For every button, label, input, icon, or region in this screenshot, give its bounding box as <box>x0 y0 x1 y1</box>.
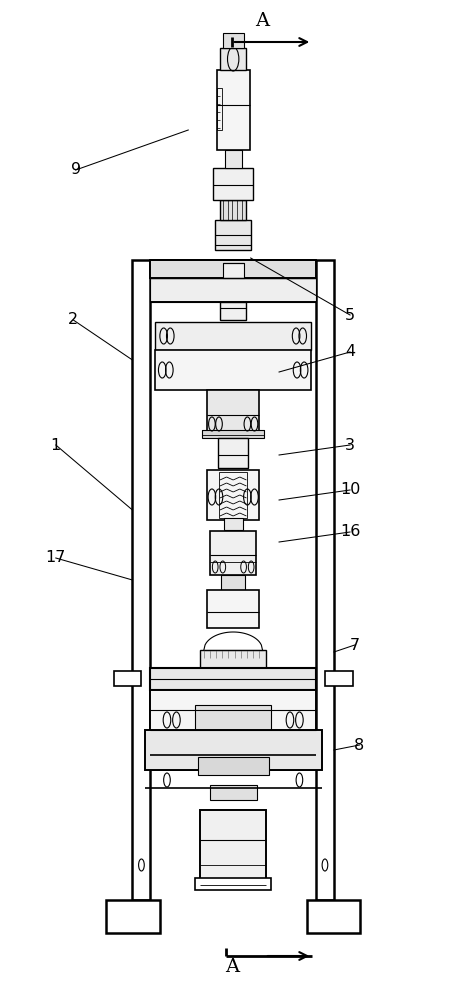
Bar <box>195 675 271 680</box>
Bar <box>220 302 246 320</box>
Bar <box>213 168 253 200</box>
Text: A: A <box>255 12 270 30</box>
Bar <box>150 690 316 770</box>
Bar <box>207 590 259 628</box>
Bar <box>145 730 322 770</box>
Text: A: A <box>225 958 239 976</box>
Bar <box>210 531 256 575</box>
Bar <box>155 350 311 390</box>
Bar <box>202 430 264 435</box>
Bar <box>210 785 257 800</box>
Text: 16: 16 <box>340 524 360 540</box>
Bar <box>223 263 244 278</box>
Text: 5: 5 <box>345 308 355 322</box>
Bar <box>217 70 250 150</box>
Bar <box>195 705 271 730</box>
Text: 1: 1 <box>51 438 61 452</box>
Bar <box>220 48 246 70</box>
Bar <box>150 260 316 278</box>
Bar <box>219 472 247 518</box>
Bar <box>218 438 248 468</box>
Bar <box>221 575 245 590</box>
Bar <box>224 518 243 530</box>
Bar <box>150 278 316 302</box>
Bar <box>132 260 150 900</box>
Bar <box>106 900 160 933</box>
Bar <box>325 671 353 686</box>
Bar <box>155 322 311 350</box>
Bar <box>195 878 271 890</box>
Text: 4: 4 <box>345 344 355 360</box>
Bar <box>207 470 259 520</box>
Text: 3: 3 <box>345 438 355 452</box>
Text: 17: 17 <box>45 550 66 566</box>
Text: 10: 10 <box>340 483 360 497</box>
Bar <box>200 650 266 680</box>
Bar <box>198 757 269 775</box>
Text: 7: 7 <box>350 638 360 652</box>
Bar <box>225 150 242 168</box>
Bar <box>316 260 334 900</box>
Bar <box>202 430 264 438</box>
Bar <box>217 88 222 130</box>
Bar <box>220 200 246 220</box>
Bar <box>200 810 266 880</box>
Bar <box>307 900 360 933</box>
Bar <box>150 668 316 690</box>
Text: 2: 2 <box>68 312 79 328</box>
Bar <box>207 390 259 435</box>
Text: 9: 9 <box>70 162 81 178</box>
Text: 8: 8 <box>354 738 365 752</box>
Bar <box>114 671 141 686</box>
Bar <box>215 220 251 250</box>
Bar <box>223 33 244 48</box>
